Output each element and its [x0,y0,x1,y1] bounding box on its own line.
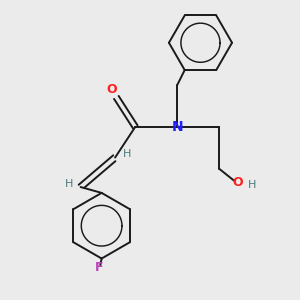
Text: N: N [172,120,183,134]
Text: O: O [107,83,118,96]
Text: H: H [248,180,256,190]
Text: O: O [232,176,243,189]
Text: F: F [95,261,104,274]
Text: H: H [123,149,131,159]
Text: H: H [64,179,73,189]
